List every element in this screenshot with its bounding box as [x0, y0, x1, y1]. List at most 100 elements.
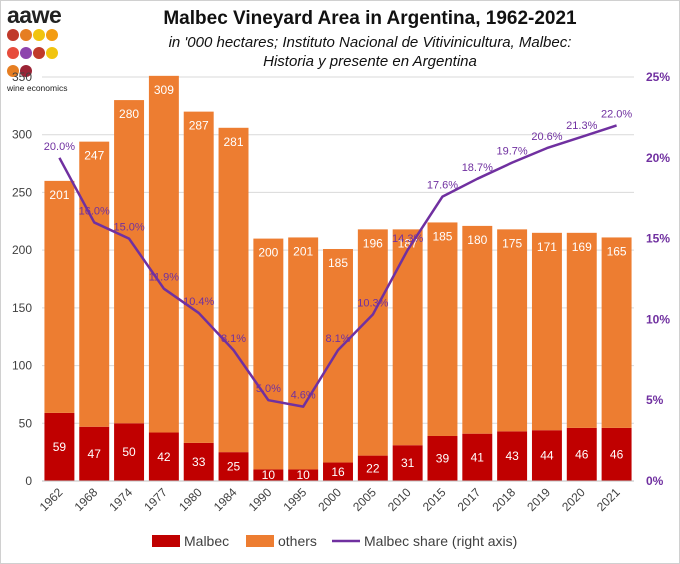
bar-label-malbec: 43 — [505, 449, 519, 463]
share-label: 8.1% — [325, 333, 350, 345]
bar-malbec — [497, 431, 528, 481]
y-tick-label: 0 — [25, 474, 32, 488]
bar-others — [357, 229, 388, 456]
bar-label-others: 281 — [224, 135, 244, 149]
bar-label-malbec: 41 — [471, 450, 485, 464]
bar-label-others: 185 — [328, 256, 348, 270]
bar-label-malbec: 10 — [296, 468, 310, 482]
bar-malbec — [531, 430, 562, 481]
x-tick-label: 1990 — [246, 485, 275, 514]
x-tick-label: 2019 — [524, 485, 553, 514]
bar-others — [253, 238, 284, 470]
bar-label-malbec: 46 — [575, 447, 589, 461]
x-tick-label: 2005 — [350, 485, 379, 514]
legend-swatch-others — [246, 535, 274, 547]
x-tick-label: 1984 — [211, 485, 240, 514]
logo-dots-icon — [7, 29, 71, 83]
y2-tick-label: 10% — [646, 312, 670, 326]
bar-label-malbec: 10 — [262, 468, 276, 482]
x-tick-label: 1980 — [176, 485, 205, 514]
bar-label-others: 247 — [84, 149, 104, 163]
bar-others — [427, 222, 458, 436]
chart-subtitle-line-2: Historia y presente en Argentina — [263, 53, 477, 70]
bar-label-malbec: 22 — [366, 461, 380, 475]
logo-subtitle: wine economics — [7, 83, 68, 93]
bar-malbec — [148, 432, 179, 481]
y-tick-label: 350 — [12, 70, 32, 84]
share-label: 5.0% — [256, 383, 281, 395]
bar-malbec — [253, 469, 284, 481]
bar-label-malbec: 16 — [331, 465, 345, 479]
logo-word: aawe — [7, 2, 62, 28]
chart-subtitle-line-1: in '000 hectares; Instituto Nacional de … — [168, 34, 572, 51]
x-tick-label: 1974 — [106, 485, 135, 514]
y2-tick-label: 25% — [646, 70, 670, 84]
logo-dot — [7, 47, 19, 59]
share-label: 10.4% — [183, 296, 214, 308]
bar-malbec — [218, 452, 249, 481]
bar-malbec — [79, 426, 110, 481]
logo-dot — [7, 29, 19, 41]
x-tick-label: 2000 — [315, 485, 344, 514]
bar-label-malbec: 59 — [53, 440, 67, 454]
bar-label-others: 196 — [363, 236, 383, 250]
bar-others — [531, 232, 562, 431]
bar-others — [288, 237, 319, 470]
bar-label-others: 287 — [189, 119, 209, 133]
bar-others — [148, 75, 179, 433]
logo-dot — [20, 29, 32, 41]
bar-others — [218, 127, 249, 453]
share-label: 8.1% — [221, 333, 246, 345]
share-label: 16.0% — [79, 205, 110, 217]
bar-label-malbec: 47 — [88, 447, 102, 461]
y-tick-label: 300 — [12, 128, 32, 142]
share-label: 20.0% — [44, 141, 75, 153]
logo-dot — [46, 47, 58, 59]
chart-subtitle: in '000 hectares; Instituto Nacional de … — [90, 33, 650, 71]
bar-malbec — [114, 423, 145, 481]
bar-label-others: 165 — [607, 244, 627, 258]
bar-malbec — [392, 445, 423, 481]
logo-dot — [46, 29, 58, 41]
bar-others — [566, 232, 597, 428]
x-tick-label: 1995 — [281, 485, 310, 514]
bar-label-others: 171 — [537, 240, 557, 254]
legend-label-share: Malbec share (right axis) — [364, 533, 517, 549]
logo-dot — [20, 47, 32, 59]
x-tick-label: 1968 — [72, 485, 101, 514]
y2-tick-label: 15% — [646, 232, 670, 246]
y-tick-label: 150 — [12, 301, 32, 315]
bar-malbec — [601, 427, 632, 481]
share-label: 11.9% — [149, 272, 180, 284]
bar-label-others: 309 — [154, 83, 174, 97]
bar-label-others: 201 — [293, 244, 313, 258]
bar-label-malbec: 44 — [540, 449, 554, 463]
logo-dot — [7, 65, 19, 77]
share-label: 20.6% — [531, 131, 562, 143]
y2-tick-label: 0% — [646, 474, 664, 488]
bar-malbec — [357, 455, 388, 481]
legend-label-others: others — [278, 533, 317, 549]
bar-label-malbec: 31 — [401, 456, 415, 470]
bar-others — [44, 180, 75, 413]
legend-label-malbec: Malbec — [184, 533, 229, 549]
bar-others — [114, 100, 145, 424]
bar-others — [323, 248, 353, 463]
bar-malbec — [44, 412, 75, 481]
bar-label-others: 201 — [49, 188, 69, 202]
bar-others — [462, 225, 493, 434]
logo-dot — [33, 29, 45, 41]
share-label: 15.0% — [113, 222, 144, 234]
bar-others — [392, 229, 423, 446]
bar-label-others: 280 — [119, 107, 139, 121]
bar-malbec — [462, 433, 493, 481]
x-tick-label: 2010 — [385, 485, 414, 514]
bar-label-others: 175 — [502, 236, 522, 250]
y-tick-label: 50 — [19, 416, 33, 430]
bar-label-others: 180 — [467, 233, 487, 247]
logo-dot — [33, 47, 45, 59]
bar-others — [183, 111, 214, 443]
share-label: 21.3% — [566, 120, 597, 132]
y-tick-label: 250 — [12, 185, 32, 199]
